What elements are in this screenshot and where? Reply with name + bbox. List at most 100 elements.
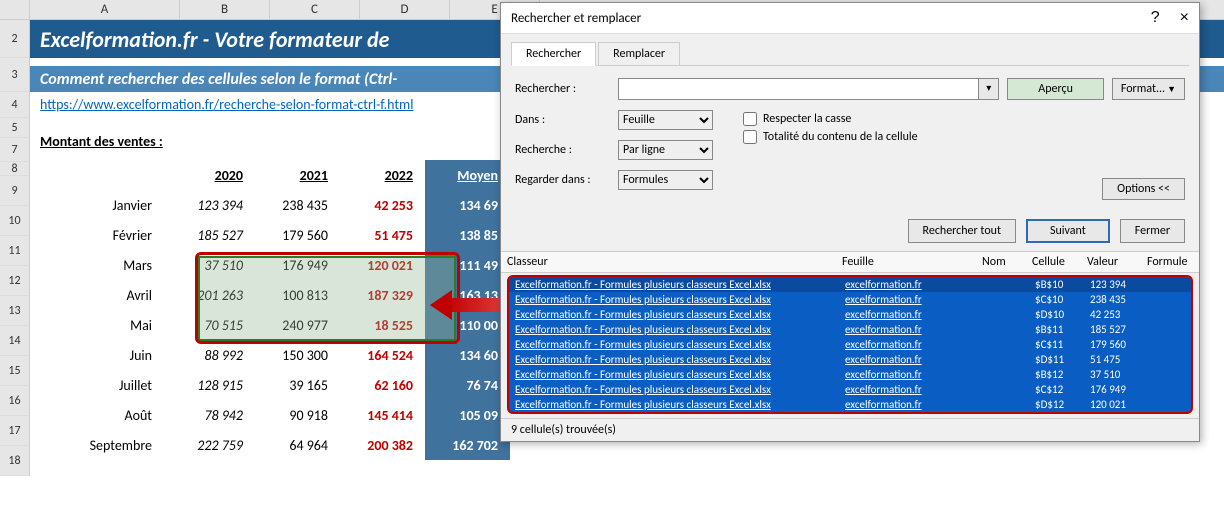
header-valeur[interactable]: Valeur: [1081, 255, 1141, 269]
whole-cell-checkbox[interactable]: [743, 130, 757, 144]
cell-2020[interactable]: 128 915: [170, 370, 255, 400]
cell-2020[interactable]: 37 510: [170, 250, 255, 280]
cell-2021[interactable]: 176 949: [255, 250, 340, 280]
year-header: 2021: [255, 160, 340, 190]
month-cell: Juin: [30, 340, 170, 370]
header-nom[interactable]: Nom: [976, 255, 1026, 269]
results-list[interactable]: Excelformation.fr - Formules plusieurs c…: [507, 275, 1193, 414]
cell-2022[interactable]: 62 160: [340, 370, 425, 400]
column-header-C[interactable]: C: [270, 0, 360, 19]
dialog-titlebar[interactable]: Rechercher et remplacer ? ×: [501, 3, 1199, 34]
cell-2022[interactable]: 164 524: [340, 340, 425, 370]
cell-2020[interactable]: 88 992: [170, 340, 255, 370]
cell-2020[interactable]: 185 527: [170, 220, 255, 250]
row-header-7[interactable]: 7: [0, 138, 30, 162]
result-feuille: excelformation.fr: [839, 353, 979, 366]
header-classeur[interactable]: Classeur: [501, 255, 836, 269]
cell-2022[interactable]: 187 329: [340, 280, 425, 310]
search-dropdown-icon[interactable]: ▾: [979, 78, 999, 100]
cell-2021[interactable]: 150 300: [255, 340, 340, 370]
table-row[interactable]: Août78 94290 918145 414105 09: [30, 400, 510, 430]
table-row[interactable]: Mars37 510176 949120 021111 49: [30, 250, 510, 280]
case-checkbox[interactable]: [743, 112, 757, 126]
format-button[interactable]: Format...▼: [1112, 78, 1185, 100]
cell-2022[interactable]: 145 414: [340, 400, 425, 430]
row-header-3[interactable]: 3: [0, 58, 30, 92]
select-all-corner[interactable]: [0, 0, 30, 19]
result-feuille: excelformation.fr: [839, 323, 979, 336]
header-formule[interactable]: Formule: [1141, 255, 1199, 269]
close-button[interactable]: Fermer: [1120, 219, 1185, 243]
result-row[interactable]: Excelformation.fr - Formules plusieurs c…: [509, 337, 1191, 352]
cell-2021[interactable]: 179 560: [255, 220, 340, 250]
row-header-16[interactable]: 16: [0, 386, 30, 416]
cell-2022[interactable]: 120 021: [340, 250, 425, 280]
row-header-17[interactable]: 17: [0, 416, 30, 446]
result-row[interactable]: Excelformation.fr - Formules plusieurs c…: [509, 277, 1191, 292]
cell-2021[interactable]: 90 918: [255, 400, 340, 430]
cell-2020[interactable]: 201 263: [170, 280, 255, 310]
cell-2022[interactable]: 42 253: [340, 190, 425, 220]
header-feuille[interactable]: Feuille: [836, 255, 976, 269]
table-row[interactable]: Juin88 992150 300164 524134 60: [30, 340, 510, 370]
result-row[interactable]: Excelformation.fr - Formules plusieurs c…: [509, 382, 1191, 397]
result-feuille: excelformation.fr: [839, 398, 979, 411]
tab-remplacer[interactable]: Remplacer: [598, 42, 680, 66]
cell-2021[interactable]: 238 435: [255, 190, 340, 220]
result-valeur: 123 394: [1084, 278, 1144, 291]
result-classeur: Excelformation.fr - Formules plusieurs c…: [509, 278, 839, 291]
recherche-select[interactable]: Par ligne: [618, 140, 713, 160]
cell-2022[interactable]: 18 525: [340, 310, 425, 340]
result-row[interactable]: Excelformation.fr - Formules plusieurs c…: [509, 367, 1191, 382]
cell-2021[interactable]: 240 977: [255, 310, 340, 340]
cell-2021[interactable]: 64 964: [255, 430, 340, 460]
row-header-8[interactable]: 8: [0, 162, 30, 176]
cell-2022[interactable]: 51 475: [340, 220, 425, 250]
row-header-13[interactable]: 13: [0, 296, 30, 326]
month-cell: Juillet: [30, 370, 170, 400]
result-row[interactable]: Excelformation.fr - Formules plusieurs c…: [509, 307, 1191, 322]
column-header-A[interactable]: A: [30, 0, 180, 19]
row-header-4[interactable]: 4: [0, 92, 30, 118]
column-header-B[interactable]: B: [180, 0, 270, 19]
row-header-9[interactable]: 9: [0, 176, 30, 206]
row-header-2[interactable]: 2: [0, 20, 30, 58]
row-header-12[interactable]: 12: [0, 266, 30, 296]
table-row[interactable]: Janvier123 394238 43542 253134 69: [30, 190, 510, 220]
apercu-button[interactable]: Aperçu: [1007, 78, 1104, 100]
table-row[interactable]: Septembre222 75964 964200 382162 702: [30, 430, 510, 460]
result-row[interactable]: Excelformation.fr - Formules plusieurs c…: [509, 352, 1191, 367]
regarder-select[interactable]: Formules: [618, 170, 713, 190]
cell-2021[interactable]: 100 813: [255, 280, 340, 310]
result-nom: [979, 338, 1029, 351]
cell-2022[interactable]: 200 382: [340, 430, 425, 460]
table-row[interactable]: Février185 527179 56051 475138 85: [30, 220, 510, 250]
row-header-11[interactable]: 11: [0, 236, 30, 266]
cell-2020[interactable]: 78 942: [170, 400, 255, 430]
tab-rechercher[interactable]: Rechercher: [511, 42, 596, 66]
help-icon[interactable]: ?: [1151, 9, 1160, 27]
header-cellule[interactable]: Cellule: [1026, 255, 1081, 269]
cell-2020[interactable]: 123 394: [170, 190, 255, 220]
row-header-10[interactable]: 10: [0, 206, 30, 236]
result-row[interactable]: Excelformation.fr - Formules plusieurs c…: [509, 397, 1191, 412]
result-row[interactable]: Excelformation.fr - Formules plusieurs c…: [509, 292, 1191, 307]
cell-2020[interactable]: 222 759: [170, 430, 255, 460]
row-header-5[interactable]: 5: [0, 118, 30, 138]
cell-2021[interactable]: 39 165: [255, 370, 340, 400]
table-row[interactable]: Juillet128 91539 16562 16076 74: [30, 370, 510, 400]
result-row[interactable]: Excelformation.fr - Formules plusieurs c…: [509, 322, 1191, 337]
column-header-D[interactable]: D: [360, 0, 450, 19]
cell-avg: 76 74: [425, 370, 510, 400]
search-input[interactable]: [618, 78, 979, 100]
row-header-15[interactable]: 15: [0, 356, 30, 386]
row-header-14[interactable]: 14: [0, 326, 30, 356]
close-icon[interactable]: ×: [1180, 9, 1189, 27]
dans-select[interactable]: Feuille: [618, 110, 713, 130]
find-all-button[interactable]: Rechercher tout: [908, 219, 1016, 243]
cell-2020[interactable]: 70 515: [170, 310, 255, 340]
tutorial-link[interactable]: https://www.excelformation.fr/recherche-…: [40, 96, 413, 113]
find-next-button[interactable]: Suivant: [1026, 219, 1110, 243]
options-button[interactable]: Options <<: [1102, 178, 1185, 200]
row-header-18[interactable]: 18: [0, 446, 30, 476]
